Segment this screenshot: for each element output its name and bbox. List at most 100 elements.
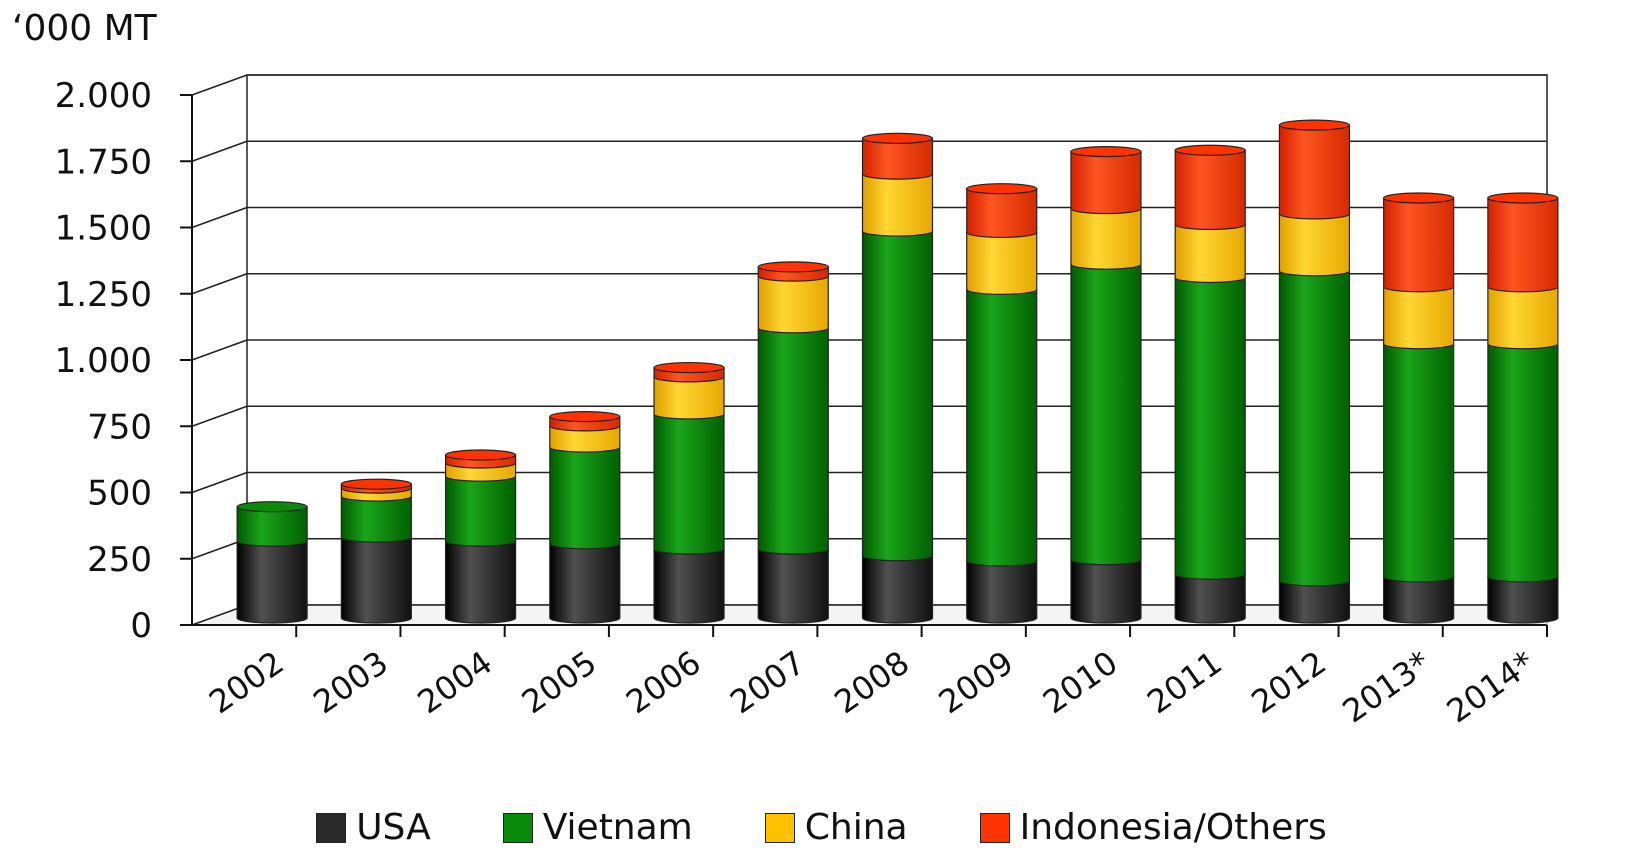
bar-segment-usa bbox=[1383, 576, 1455, 624]
bar-segment-china bbox=[1487, 286, 1559, 350]
x-tick-label: 2014* bbox=[1440, 643, 1542, 730]
bar-segment-china bbox=[1278, 213, 1351, 277]
bar-segment-china bbox=[1174, 223, 1246, 284]
bar-segment-china bbox=[1070, 207, 1142, 270]
y-tick-label: 500 bbox=[87, 474, 152, 514]
bar-top-cap bbox=[757, 261, 829, 273]
x-tick-label: 2003 bbox=[306, 643, 395, 721]
bar-segment-vietnam bbox=[340, 495, 412, 543]
legend-swatch bbox=[502, 813, 533, 843]
legend-label: China bbox=[804, 807, 908, 848]
y-tick-label: 750 bbox=[87, 407, 152, 447]
bar-top-cap bbox=[1070, 146, 1142, 158]
bar-top-cap bbox=[1487, 192, 1559, 204]
bar-top-cap bbox=[1278, 119, 1351, 131]
bar-segment-usa bbox=[1278, 580, 1351, 624]
bar-top-cap bbox=[444, 449, 517, 461]
bar-segment-usa bbox=[1174, 573, 1246, 624]
axes bbox=[180, 94, 1548, 637]
x-tick-label: 2012 bbox=[1245, 643, 1334, 721]
legend: USA Vietnam China Indonesia/Others bbox=[0, 808, 1643, 848]
bar-segment-indonesia-others bbox=[1278, 124, 1351, 220]
bar-segment-china bbox=[549, 425, 621, 453]
bar-segment-indonesia-others bbox=[1487, 197, 1559, 293]
legend-swatch bbox=[316, 813, 347, 843]
bar-top-cap bbox=[966, 183, 1038, 195]
y-tick-label: 0 bbox=[130, 606, 152, 646]
legend-item-indonesia-others: Indonesia/Others bbox=[979, 807, 1327, 848]
bar-segment-usa bbox=[444, 540, 517, 624]
bar-segment-usa bbox=[653, 548, 725, 624]
bar-top-cap bbox=[236, 501, 308, 513]
bar-segment-usa bbox=[757, 548, 829, 624]
x-tick-label: 2006 bbox=[619, 643, 708, 721]
y-tick-label: 1.250 bbox=[55, 275, 152, 315]
gridline-diagonal bbox=[191, 339, 248, 361]
x-tick-label: 2009 bbox=[932, 643, 1021, 721]
x-tick-label: 2010 bbox=[1036, 643, 1125, 721]
bar-segment-indonesia-others bbox=[1174, 149, 1246, 231]
legend-swatch bbox=[979, 813, 1010, 843]
x-tick-label: 2004 bbox=[411, 643, 500, 721]
legend-item-usa: USA bbox=[316, 808, 431, 848]
bar-segment-usa bbox=[861, 555, 934, 624]
y-unit-label: ‘000 MT bbox=[12, 8, 157, 49]
y-tick-label: 250 bbox=[87, 540, 152, 580]
bar-segment-china bbox=[653, 376, 725, 420]
x-tick-label: 2002 bbox=[202, 643, 291, 721]
bar-segment-vietnam bbox=[1070, 263, 1142, 566]
bar-segment-usa bbox=[966, 560, 1038, 624]
x-tick-label: 2013* bbox=[1336, 643, 1438, 730]
bar-segment-china bbox=[757, 275, 829, 334]
bar-segment-usa bbox=[549, 543, 621, 624]
legend-label: USA bbox=[356, 807, 431, 848]
bar-segment-usa bbox=[1487, 576, 1559, 624]
y-tick-label: 1.750 bbox=[55, 142, 152, 182]
gridline-diagonal bbox=[191, 471, 248, 494]
gridline-diagonal bbox=[191, 405, 248, 427]
bar-segment-usa bbox=[236, 540, 308, 624]
bar-top-cap bbox=[549, 411, 621, 423]
gridline-diagonal bbox=[191, 273, 248, 295]
x-tick-label: 2005 bbox=[515, 643, 604, 721]
bar-segment-vietnam bbox=[444, 475, 517, 547]
bar-segment-vietnam bbox=[1278, 270, 1351, 587]
bar-segment-china bbox=[861, 173, 934, 237]
legend-label: Indonesia/Others bbox=[1019, 807, 1327, 848]
bar-segment-china bbox=[1383, 286, 1455, 350]
x-tick-label: 2007 bbox=[723, 643, 812, 721]
bar-segment-indonesia-others bbox=[861, 137, 934, 180]
gridline-diagonal bbox=[191, 140, 248, 162]
x-tick-label: 2008 bbox=[828, 643, 917, 721]
x-tick-label: 2011 bbox=[1140, 643, 1229, 721]
bar-top-cap bbox=[861, 132, 934, 144]
bar-top-cap bbox=[653, 361, 725, 374]
bar-segment-vietnam bbox=[653, 413, 725, 555]
y-tick-label: 2.000 bbox=[55, 76, 152, 116]
bar-segment-vietnam bbox=[236, 506, 308, 547]
bar-top-cap bbox=[340, 478, 412, 490]
bar-segment-vietnam bbox=[966, 288, 1038, 567]
bar-segment-indonesia-others bbox=[1070, 151, 1142, 215]
bar-segment-vietnam bbox=[1487, 343, 1559, 583]
bar-segment-vietnam bbox=[1383, 343, 1455, 583]
bar-segment-vietnam bbox=[861, 230, 934, 562]
bar-segment-usa bbox=[1070, 559, 1142, 624]
legend-item-vietnam: Vietnam bbox=[502, 807, 693, 848]
bar-top-cap bbox=[1174, 144, 1246, 156]
bar-top-cap bbox=[1383, 192, 1455, 204]
bar-segment-vietnam bbox=[757, 327, 829, 555]
bar-segment-china bbox=[966, 231, 1038, 295]
bar-segment-indonesia-others bbox=[966, 188, 1038, 238]
bar-segment-vietnam bbox=[1174, 276, 1246, 580]
bar-segment-vietnam bbox=[549, 446, 621, 550]
legend-label: Vietnam bbox=[542, 807, 693, 848]
legend-swatch bbox=[764, 813, 795, 843]
bar-segment-indonesia-others bbox=[1383, 197, 1455, 293]
legend-item-china: China bbox=[764, 807, 908, 848]
bar-segment-usa bbox=[340, 536, 412, 624]
bars bbox=[236, 119, 1559, 624]
y-tick-label: 1.000 bbox=[55, 341, 152, 381]
gridline-diagonal bbox=[191, 74, 248, 96]
